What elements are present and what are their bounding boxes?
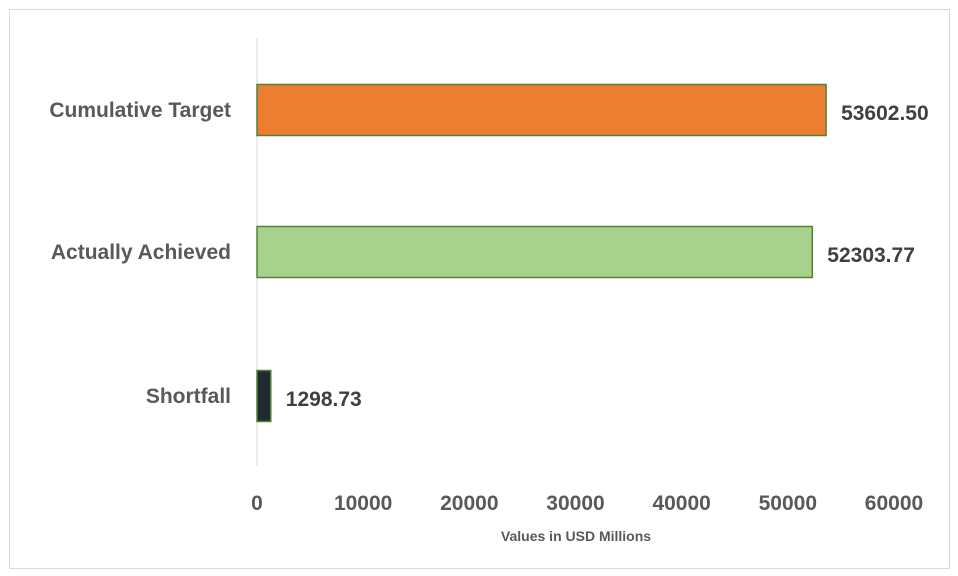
bar-shortfall xyxy=(256,369,272,423)
x-tick-label-0: 0 xyxy=(251,492,263,515)
x-axis-title: Values in USD Millions xyxy=(501,528,651,544)
category-label-cumulative-target: Cumulative Target xyxy=(49,99,231,122)
x-tick-label-10000: 10000 xyxy=(334,492,392,515)
data-labels: 53602.50 52303.77 1298.73 xyxy=(286,102,929,411)
bar-chart: Cumulative Target Actually Achieved Shortf… xyxy=(49,38,929,544)
x-tick-label-50000: 50000 xyxy=(759,492,817,515)
bars-layer xyxy=(256,83,827,423)
x-tick-labels: 0 10000 20000 30000 40000 50000 60000 xyxy=(251,492,923,515)
category-label-shortfall: Shortfall xyxy=(146,385,231,408)
category-label-actually-achieved: Actually Achieved xyxy=(51,241,231,264)
data-label-actually-achieved: 52303.77 xyxy=(827,244,915,267)
x-tick-label-20000: 20000 xyxy=(440,492,498,515)
x-tick-label-60000: 60000 xyxy=(865,492,923,515)
category-labels: Cumulative Target Actually Achieved Shortf… xyxy=(49,99,231,408)
bar-cumulative-target xyxy=(256,83,827,137)
x-tick-label-40000: 40000 xyxy=(652,492,710,515)
data-label-shortfall: 1298.73 xyxy=(286,388,362,411)
chart-frame: Cumulative Target Actually Achieved Shortf… xyxy=(9,9,950,569)
bar-actually-achieved xyxy=(256,225,814,279)
x-tick-label-30000: 30000 xyxy=(546,492,604,515)
data-label-cumulative-target: 53602.50 xyxy=(841,102,929,125)
